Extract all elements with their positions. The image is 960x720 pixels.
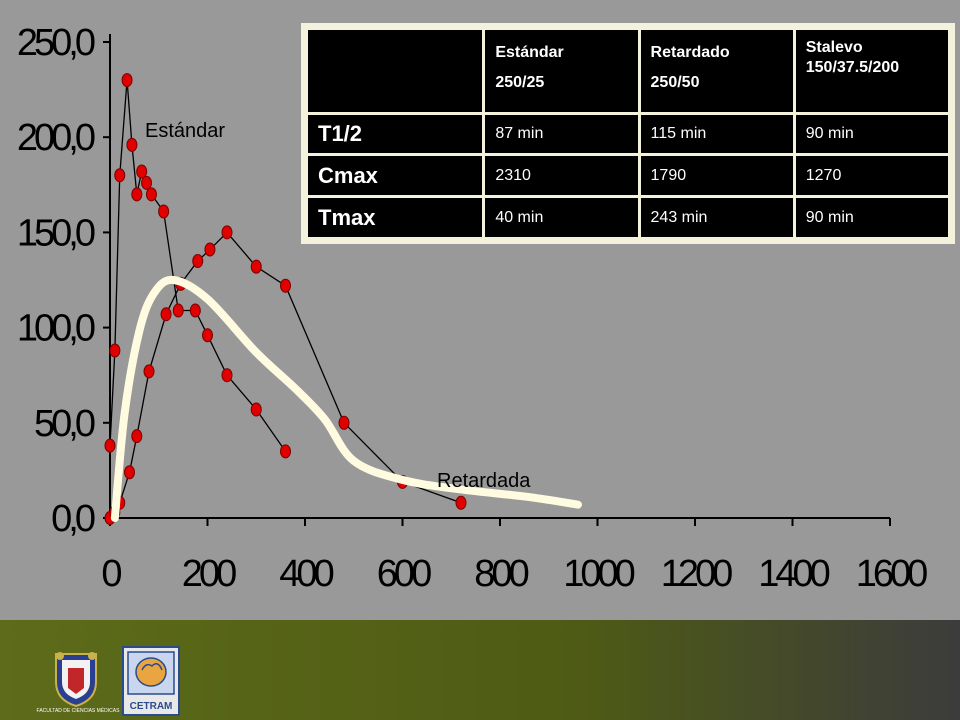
- faculty-logo-caption: FACULTAD DE CIENCIAS MÉDICAS: [36, 708, 120, 714]
- header-line: Estándar: [495, 44, 564, 61]
- data-point: [280, 278, 291, 293]
- x-tick-labels: 0 200 400 600 800 1000 1200 1400 1600: [101, 553, 931, 595]
- table-cell: 90 min: [792, 195, 952, 240]
- data-point: [114, 168, 126, 183]
- table-cell: 1790: [637, 153, 796, 199]
- table-cell: 40 min: [482, 195, 641, 240]
- data-point: [250, 402, 262, 417]
- data-point: [221, 368, 233, 383]
- cetram-logo: CETRAM: [122, 646, 180, 716]
- y-tick-labels: 0,0 50,0 100,0 150,0 200,0 250,0: [17, 22, 99, 540]
- table-cell: 243 min: [637, 195, 796, 240]
- series-line-retardada: [109, 231, 462, 519]
- series-line-stalevo: [110, 275, 582, 522]
- table-row: T1/2 87 min 115 min 90 min: [304, 111, 952, 157]
- series-label-retardada: Retardada: [437, 470, 531, 492]
- y-tick-label: 250,0: [17, 22, 95, 64]
- row-label: Cmax: [304, 153, 486, 199]
- x-tick-label: 1200: [661, 553, 732, 595]
- x-tick-label: 1600: [856, 553, 927, 595]
- data-point: [250, 259, 262, 274]
- faculty-crest-logo: [48, 648, 104, 708]
- header-line: 250/50: [650, 74, 700, 91]
- header-line: Stalevo: [805, 39, 863, 56]
- table-corner-cell: [304, 27, 486, 115]
- y-tick-label: 0,0: [51, 498, 95, 540]
- data-point: [160, 307, 172, 322]
- x-tick-label: 600: [377, 553, 431, 595]
- y-tick-label: 50,0: [34, 403, 95, 445]
- data-point: [131, 429, 143, 444]
- row-label: T1/2: [304, 111, 486, 157]
- header-line: 150/37.5/200: [805, 59, 900, 76]
- data-point: [192, 253, 204, 268]
- table-cell: 2310: [482, 153, 641, 199]
- data-point: [124, 465, 135, 480]
- table-row: Cmax 2310 1790 1270: [304, 153, 952, 199]
- data-point: [221, 225, 233, 240]
- table-cell: 1270: [792, 153, 952, 199]
- data-point: [172, 303, 184, 318]
- row-label: Tmax: [304, 195, 486, 240]
- data-point: [189, 303, 201, 318]
- table-cell: 115 min: [637, 111, 796, 157]
- x-tick-label: 200: [182, 553, 236, 595]
- table-header-stalevo: Stalevo 150/37.5/200: [792, 27, 952, 115]
- header-line: 250/25: [495, 74, 545, 91]
- data-point: [202, 328, 213, 343]
- data-point: [121, 73, 133, 88]
- data-point: [204, 242, 216, 257]
- data-point: [126, 137, 138, 152]
- data-point: [136, 164, 148, 179]
- crest-icon: [55, 652, 97, 708]
- data-point: [104, 438, 116, 453]
- table-header-estandar: Estándar 250/25: [482, 27, 641, 115]
- table-header-retardado: Retardado 250/50: [637, 27, 796, 115]
- pk-table-container: Estándar 250/25 Retardado 250/50 Stalevo…: [301, 23, 955, 244]
- data-point: [141, 175, 153, 190]
- pk-chart: 0,0 50,0 100,0 150,0 200,0 250,0 0 200 400 600 80…: [17, 22, 931, 595]
- table-cell: 87 min: [482, 111, 641, 157]
- x-tick-label: 800: [474, 553, 528, 595]
- data-point: [338, 415, 350, 430]
- data-point: [158, 204, 170, 219]
- series-label-estandar: Estándar: [145, 120, 225, 142]
- x-tick-label: 1400: [758, 553, 829, 595]
- table-cell: 90 min: [792, 111, 952, 157]
- brain-icon: [127, 651, 175, 695]
- data-point: [145, 187, 157, 202]
- data-point: [143, 364, 155, 379]
- data-point: [109, 343, 121, 358]
- header-line: Retardado: [650, 44, 730, 61]
- y-tick-label: 200,0: [17, 117, 95, 159]
- x-tick-label: 400: [279, 553, 333, 595]
- table-header-row: Estándar 250/25 Retardado 250/50 Stalevo…: [304, 27, 952, 115]
- pk-table: Estándar 250/25 Retardado 250/50 Stalevo…: [304, 27, 952, 240]
- data-point: [455, 495, 467, 510]
- data-point: [131, 187, 143, 202]
- x-tick-label: 1000: [563, 553, 634, 595]
- table-row: Tmax 40 min 243 min 90 min: [304, 195, 952, 240]
- cetram-logo-text: CETRAM: [129, 701, 173, 712]
- x-tick-label: 0: [101, 553, 121, 595]
- data-point: [280, 444, 291, 459]
- stalevo-curve: [110, 275, 582, 522]
- y-tick-label: 150,0: [17, 212, 95, 254]
- y-tick-label: 100,0: [17, 308, 95, 350]
